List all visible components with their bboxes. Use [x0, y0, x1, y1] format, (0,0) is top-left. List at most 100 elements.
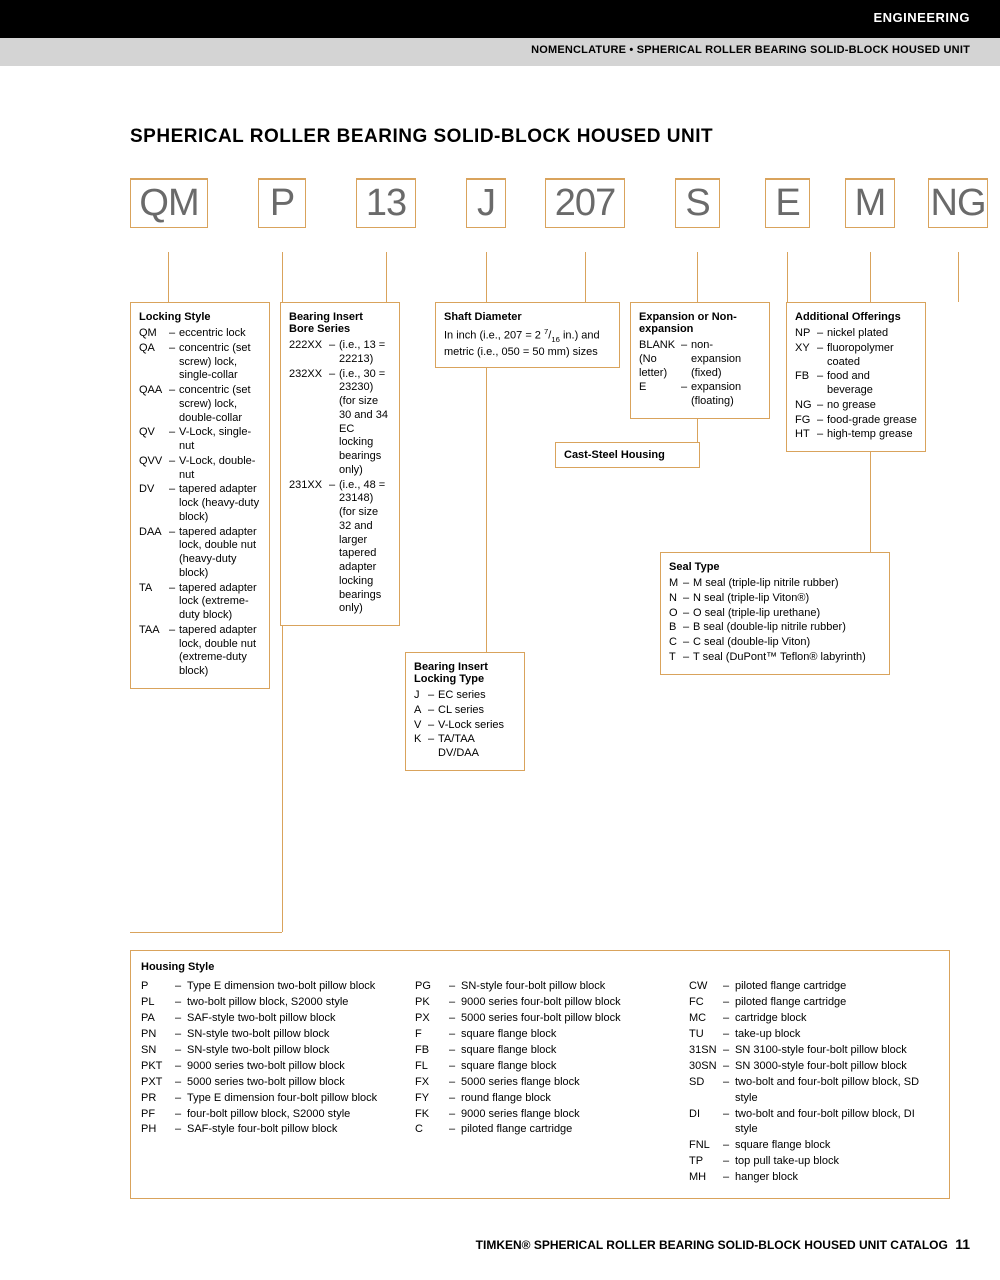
housing-col-2: PG – SN-style four-bolt pillow block PK … — [415, 979, 665, 1186]
list-item: C – piloted flange cartridge — [415, 1122, 665, 1138]
list-item: P – Type E dimension two-bolt pillow blo… — [141, 979, 391, 995]
list-item: TAA – tapered adapter lock, double nut (… — [139, 624, 261, 679]
list-item: QVV – V-Lock, double-nut — [139, 455, 261, 483]
list-item: M – M seal (triple-lip nitrile rubber) — [669, 577, 881, 591]
list-item: FB – square flange block — [415, 1043, 665, 1059]
list-item: 31SN – SN 3100-style four-bolt pillow bl… — [689, 1043, 939, 1059]
code-box-4: 207 — [545, 178, 625, 228]
footer-page-number: 11 — [955, 1236, 970, 1252]
list-item: O – O seal (triple-lip urethane) — [669, 607, 881, 621]
list-item: MH – hanger block — [689, 1170, 939, 1186]
bore-series-items: 222XX – (i.e., 13 = 22213) 232XX – (i.e.… — [289, 339, 391, 616]
shaft-diameter-box: Shaft Diameter In inch (i.e., 207 = 2 7/… — [435, 302, 620, 368]
housing-title: Housing Style — [141, 961, 939, 973]
list-item: DV – tapered adapter lock (heavy-duty bl… — [139, 483, 261, 524]
code-box-1: P — [258, 178, 306, 228]
list-item: PKT – 9000 series two-bolt pillow block — [141, 1059, 391, 1075]
list-item: PL – two-bolt pillow block, S2000 style — [141, 995, 391, 1011]
list-item: 30SN – SN 3000-style four-bolt pillow bl… — [689, 1059, 939, 1075]
header-category: ENGINEERING — [873, 10, 970, 25]
list-item: QM – eccentric lock — [139, 327, 261, 341]
list-item: FC – piloted flange cartridge — [689, 995, 939, 1011]
list-item: QA – concentric (set screw) lock, single… — [139, 342, 261, 383]
list-item: PK – 9000 series four-bolt pillow block — [415, 995, 665, 1011]
header-category-bar: ENGINEERING — [0, 0, 1000, 38]
list-item: C – C seal (double-lip Viton) — [669, 636, 881, 650]
housing-style-box: Housing Style P – Type E dimension two-b… — [130, 950, 950, 1199]
locking-type-items: J – EC series A – CL series V – V-Lock s… — [414, 689, 516, 761]
list-item: J – EC series — [414, 689, 516, 703]
header-subtitle-bar: NOMENCLATURE • SPHERICAL ROLLER BEARING … — [0, 38, 1000, 66]
list-item: FB – food and beverage — [795, 370, 917, 398]
code-box-2: 13 — [356, 178, 416, 228]
list-item: PF – four-bolt pillow block, S2000 style — [141, 1107, 391, 1123]
list-item: F – square flange block — [415, 1027, 665, 1043]
expansion-row-0: BLANK (No letter) – non-expansion (fixed… — [639, 339, 761, 380]
locking-style-box: Locking Style QM – eccentric lock QA – c… — [130, 302, 270, 689]
seal-items: M – M seal (triple-lip nitrile rubber) N… — [669, 577, 881, 665]
page-footer: TIMKEN® SPHERICAL ROLLER BEARING SOLID-B… — [476, 1236, 970, 1252]
list-item: V – V-Lock series — [414, 719, 516, 733]
list-item: FNL – square flange block — [689, 1138, 939, 1154]
locking-type-box: Bearing Insert Locking Type J – EC serie… — [405, 652, 525, 771]
code-box-0: QM — [130, 178, 208, 228]
connector-layer: Locking Style QM – eccentric lock QA – c… — [130, 252, 950, 972]
code-box-3: J — [466, 178, 506, 228]
additional-items: NP – nickel plated XY – fluoropolymer co… — [795, 327, 917, 442]
list-item: PH – SAF-style four-bolt pillow block — [141, 1122, 391, 1138]
seal-title: Seal Type — [669, 561, 881, 573]
list-item: MC – cartridge block — [689, 1011, 939, 1027]
list-item: TP – top pull take-up block — [689, 1154, 939, 1170]
code-box-5: S — [675, 178, 720, 228]
list-item: PXT – 5000 series two-bolt pillow block — [141, 1075, 391, 1091]
list-item: PR – Type E dimension four-bolt pillow b… — [141, 1091, 391, 1107]
bore-series-title: Bearing Insert Bore Series — [289, 311, 391, 335]
list-item: TA – tapered adapter lock (extreme-duty … — [139, 582, 261, 623]
footer-text: TIMKEN® SPHERICAL ROLLER BEARING SOLID-B… — [476, 1238, 948, 1252]
list-item: CW – piloted flange cartridge — [689, 979, 939, 995]
additional-title: Additional Offerings — [795, 311, 917, 323]
list-item: 232XX – (i.e., 30 = 23230) (for size 30 … — [289, 368, 391, 478]
catalog-page: ENGINEERING NOMENCLATURE • SPHERICAL ROL… — [0, 0, 1000, 1280]
locking-style-title: Locking Style — [139, 311, 261, 323]
list-item: FL – square flange block — [415, 1059, 665, 1075]
list-item: SD – two-bolt and four-bolt pillow block… — [689, 1075, 939, 1107]
list-item: 231XX – (i.e., 48 = 23148) (for size 32 … — [289, 479, 391, 617]
list-item: B – B seal (double-lip nitrile rubber) — [669, 621, 881, 635]
housing-col-1: P – Type E dimension two-bolt pillow blo… — [141, 979, 391, 1186]
locking-style-items: QM – eccentric lock QA – concentric (set… — [139, 327, 261, 679]
list-item: PA – SAF-style two-bolt pillow block — [141, 1011, 391, 1027]
list-item: SN – SN-style two-bolt pillow block — [141, 1043, 391, 1059]
code-box-8: NG — [928, 178, 988, 228]
list-item: N – N seal (triple-lip Viton®) — [669, 592, 881, 606]
list-item: DAA – tapered adapter lock, double nut (… — [139, 526, 261, 581]
cast-title: Cast-Steel Housing — [564, 449, 691, 461]
bore-series-box: Bearing Insert Bore Series 222XX – (i.e.… — [280, 302, 400, 626]
list-item: DI – two-bolt and four-bolt pillow block… — [689, 1107, 939, 1139]
list-item: FY – round flange block — [415, 1091, 665, 1107]
expansion-row-1: E – expansion (floating) — [639, 381, 761, 409]
list-item: NG – no grease — [795, 399, 917, 413]
list-item: FX – 5000 series flange block — [415, 1075, 665, 1091]
page-title: SPHERICAL ROLLER BEARING SOLID-BLOCK HOU… — [130, 126, 950, 148]
list-item: FG – food-grade grease — [795, 414, 917, 428]
list-item: PX – 5000 series four-bolt pillow block — [415, 1011, 665, 1027]
additional-box: Additional Offerings NP – nickel plated … — [786, 302, 926, 452]
list-item: 222XX – (i.e., 13 = 22213) — [289, 339, 391, 367]
housing-col-3: CW – piloted flange cartridge FC – pilot… — [689, 979, 939, 1186]
list-item: FK – 9000 series flange block — [415, 1107, 665, 1123]
expansion-title: Expansion or Non-expansion — [639, 311, 761, 335]
shaft-title: Shaft Diameter — [444, 311, 611, 323]
content-area: SPHERICAL ROLLER BEARING SOLID-BLOCK HOU… — [0, 66, 1000, 238]
list-item: PN – SN-style two-bolt pillow block — [141, 1027, 391, 1043]
list-item: QV – V-Lock, single-nut — [139, 426, 261, 454]
shaft-text: In inch (i.e., 207 = 2 7/16 in.) and met… — [444, 327, 611, 359]
cast-steel-box: Cast-Steel Housing — [555, 442, 700, 468]
list-item: QAA – concentric (set screw) lock, doubl… — [139, 384, 261, 425]
expansion-box: Expansion or Non-expansion BLANK (No let… — [630, 302, 770, 419]
header-subtitle: NOMENCLATURE • SPHERICAL ROLLER BEARING … — [531, 44, 970, 56]
list-item: TU – take-up block — [689, 1027, 939, 1043]
list-item: PG – SN-style four-bolt pillow block — [415, 979, 665, 995]
locking-type-title: Bearing Insert Locking Type — [414, 661, 516, 685]
list-item: T – T seal (DuPont™ Teflon® labyrinth) — [669, 651, 881, 665]
